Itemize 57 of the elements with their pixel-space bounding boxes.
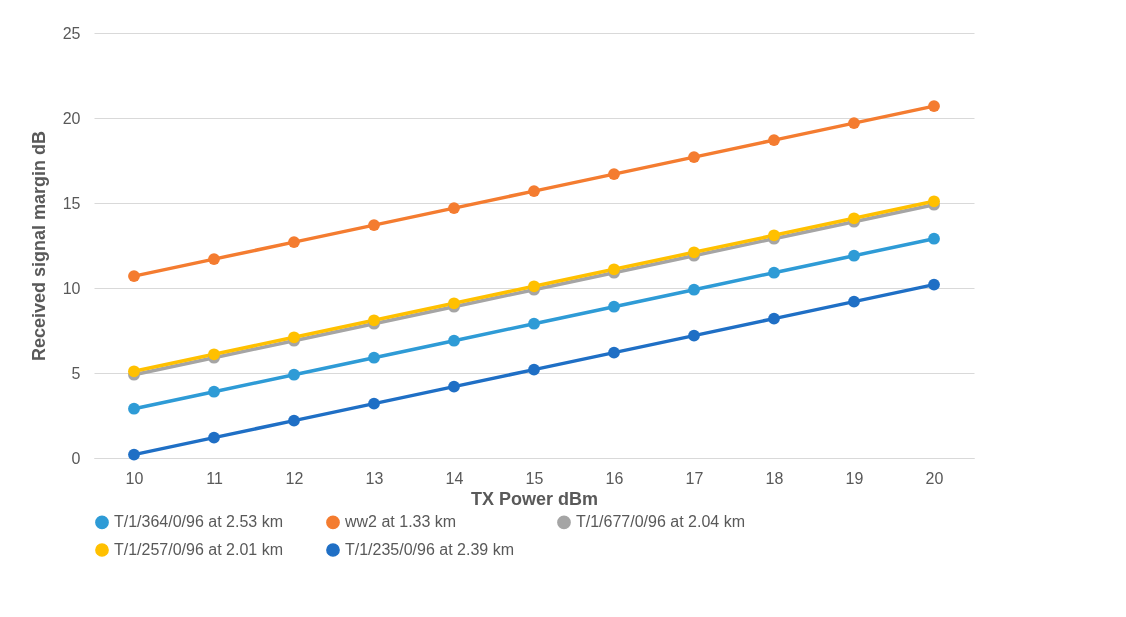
legend-label: T/1/257/0/96 at 2.01 km <box>114 541 283 558</box>
point <box>768 266 780 279</box>
point <box>368 351 380 364</box>
point <box>288 236 300 248</box>
point <box>288 414 300 427</box>
x-tick-label: 11 <box>206 469 223 487</box>
legend-label: T/1/235/0/96 at 2.39 km <box>345 541 514 558</box>
point <box>848 249 860 262</box>
point <box>768 312 780 325</box>
point <box>128 270 140 282</box>
point <box>928 232 940 245</box>
point <box>688 283 700 296</box>
point <box>448 202 460 214</box>
point <box>448 380 460 393</box>
legend-label: T/1/364/0/96 at 2.53 km <box>114 513 283 531</box>
y-tick-label: 0 <box>71 449 81 467</box>
x-tick-label: 13 <box>365 469 384 487</box>
point <box>208 253 220 265</box>
y-tick-label: 15 <box>62 194 81 212</box>
x-tick-label: 20 <box>925 469 944 487</box>
y-tick-label: 25 <box>62 24 81 42</box>
point <box>368 219 380 231</box>
y-tick-label: 20 <box>62 109 81 127</box>
point <box>208 385 220 398</box>
x-tick-label: 10 <box>125 469 144 487</box>
legend-label: ww2 at 1.33 km <box>344 513 457 531</box>
point <box>208 431 220 444</box>
x-tick-label: 19 <box>845 469 864 487</box>
point <box>768 134 780 146</box>
point <box>608 300 620 313</box>
point <box>288 368 300 381</box>
y-axis-title: Received signal margin dB <box>28 130 49 362</box>
point <box>848 295 860 308</box>
point <box>528 317 540 330</box>
point <box>448 334 460 347</box>
point <box>848 117 860 129</box>
point <box>368 397 380 410</box>
y-tick-label: 5 <box>71 364 81 382</box>
point <box>688 151 700 163</box>
x-tick-label: 15 <box>525 469 544 487</box>
point <box>608 346 620 359</box>
x-tick-label: 14 <box>445 469 464 487</box>
y-tick-label: 10 <box>62 279 81 297</box>
point <box>128 448 140 461</box>
point <box>928 100 940 112</box>
point <box>928 278 940 291</box>
point <box>128 402 140 415</box>
legend-label: T/1/677/0/96 at 2.04 km <box>576 513 745 531</box>
point <box>528 363 540 376</box>
point <box>688 329 700 342</box>
x-tick-label: 18 <box>765 469 784 487</box>
x-tick-label: 17 <box>685 469 704 487</box>
x-axis-title: TX Power dBm <box>470 488 599 509</box>
point <box>528 185 540 197</box>
point <box>608 168 620 180</box>
x-tick-label: 16 <box>605 469 624 487</box>
x-tick-label: 12 <box>285 469 304 487</box>
